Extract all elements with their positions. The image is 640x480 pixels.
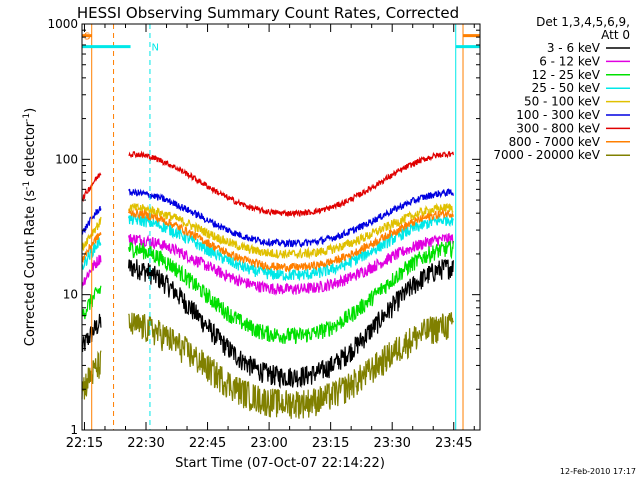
flag-label-S: S	[84, 32, 90, 43]
series-line-1-seg-1	[128, 233, 454, 296]
legend-header-line2: Att 0	[601, 28, 630, 42]
series-line-2-seg-1	[128, 240, 454, 345]
x-tick-label-0: 22:15	[66, 436, 103, 451]
series-line-4-seg-1	[128, 202, 454, 260]
series-line-6-seg-1	[128, 150, 454, 219]
series-line-3-seg-1	[128, 212, 454, 282]
x-axis: 22:15 22:30 22:45 23:00 23:15 23:30 23:45	[66, 24, 475, 451]
legend-label-3: 25 - 50 keV	[532, 81, 601, 95]
plot-area: SN	[81, 24, 481, 430]
x-axis-label: Start Time (07-Oct-07 22:14:22)	[175, 456, 385, 471]
y-tick-label-0: 1	[70, 423, 78, 437]
series-line-8-seg-1	[128, 312, 454, 419]
plot-frame	[81, 23, 481, 431]
series-line-0-seg-1	[128, 258, 454, 389]
chart-title: HESSI Observing Summary Count Rates, Cor…	[77, 4, 459, 22]
legend-label-2: 12 - 25 keV	[532, 68, 601, 82]
legend-label-4: 50 - 100 keV	[524, 95, 601, 109]
legend-label-5: 100 - 300 keV	[516, 108, 600, 122]
legend-label-0: 3 - 6 keV	[547, 41, 601, 55]
legend-label-8: 7000 - 20000 keV	[493, 148, 600, 162]
x-tick-label-2: 22:45	[189, 436, 226, 451]
legend-header-line1: Det 1,3,4,5,6,9,	[536, 15, 630, 29]
y-tick-label-1: 10	[63, 288, 78, 302]
flag-label-N: N	[152, 43, 159, 54]
x-tick-label-5: 23:30	[373, 436, 410, 451]
legend-label-1: 6 - 12 keV	[539, 54, 601, 68]
x-tick-label-3: 23:00	[250, 436, 287, 451]
series-line-7-seg-1	[128, 207, 454, 273]
y-tick-label-2: 100	[55, 152, 78, 166]
y-tick-label-3: 1000	[47, 17, 78, 31]
x-tick-label-1: 22:30	[127, 436, 164, 451]
y-axis: 1 10 100 1000	[47, 17, 480, 437]
footer-date: 12-Feb-2010 17:17	[560, 467, 636, 476]
legend-label-6: 300 - 800 keV	[516, 121, 600, 135]
x-tick-label-6: 23:45	[435, 436, 472, 451]
legend-label-7: 800 - 7000 keV	[509, 135, 601, 149]
y-axis-label: Corrected Count Rate (s-1 detector-1)	[22, 108, 38, 346]
series-line-5-seg-1	[128, 188, 454, 248]
x-tick-label-4: 23:15	[312, 436, 349, 451]
